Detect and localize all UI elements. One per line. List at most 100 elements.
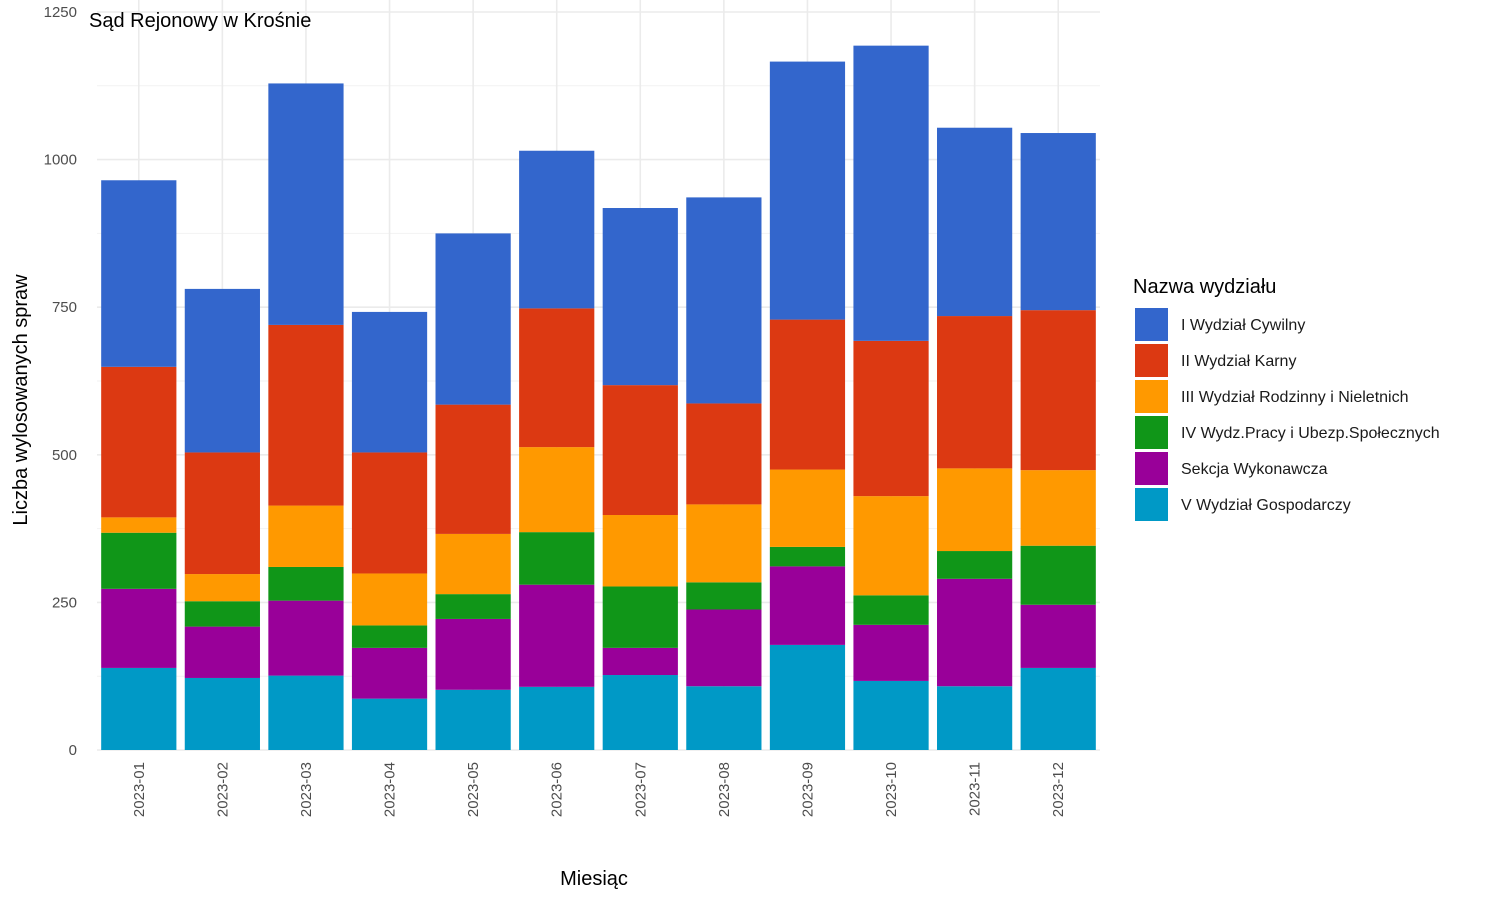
y-tick-label: 0 [69, 742, 77, 759]
bar-segment-2023-07-1 [602, 647, 678, 676]
bar-segment-2023-03-1 [268, 600, 344, 676]
bar-segment-2023-08-4 [686, 403, 762, 505]
legend: Nazwa wydziału I Wydział Cywilny II Wydzi… [1133, 276, 1440, 521]
bar-segment-2023-11-2 [937, 551, 1013, 579]
bar-segment-2023-08-3 [686, 504, 762, 583]
y-axis: 0 250 500 750 1000 1250 [44, 4, 77, 759]
x-tick-label: 2023-07 [632, 762, 649, 817]
bar-segment-2023-12-2 [1020, 545, 1096, 605]
bar-segment-2023-12-1 [1020, 604, 1096, 668]
bar-segment-2023-05-3 [435, 533, 511, 595]
legend-label: II Wydział Karny [1181, 353, 1296, 370]
x-tick-label: 2023-08 [716, 762, 733, 817]
bar-segment-2023-04-0 [351, 698, 428, 750]
legend-label: IV Wydz.Pracy i Ubezp.Społecznych [1181, 425, 1440, 442]
bar-segment-2023-07-4 [602, 385, 678, 516]
bar-segment-2023-06-0 [519, 686, 595, 750]
x-tick-label: 2023-01 [131, 762, 148, 817]
legend-label: I Wydział Cywilny [1181, 317, 1305, 334]
bar-segment-2023-01-2 [101, 532, 177, 589]
bar-segment-2023-08-2 [686, 582, 762, 610]
y-tick-label: 1250 [44, 4, 77, 21]
bar-segment-2023-01-0 [101, 667, 177, 750]
bar-segment-2023-05-5 [435, 233, 511, 405]
bar-segment-2023-06-4 [519, 308, 595, 448]
bar-segment-2023-03-0 [268, 675, 344, 750]
y-tick-label: 1000 [44, 152, 77, 169]
bar-segment-2023-09-1 [769, 566, 846, 645]
bar-segment-2023-05-0 [435, 689, 511, 750]
bar-segment-2023-09-3 [769, 469, 846, 547]
bar-segment-2023-10-0 [853, 680, 929, 750]
legend-label: Sekcja Wykonawcza [1181, 461, 1328, 478]
legend-key [1135, 380, 1168, 413]
bar-segment-2023-02-3 [184, 574, 260, 602]
bar-segment-2023-11-5 [937, 127, 1013, 317]
bar-segment-2023-01-3 [101, 517, 177, 533]
legend-key [1135, 344, 1168, 377]
bar-segment-2023-02-2 [184, 601, 260, 627]
bar-segment-2023-05-4 [435, 404, 511, 534]
bar-segment-2023-01-4 [101, 366, 177, 518]
bar-segment-2023-02-5 [184, 288, 260, 453]
bar-segment-2023-01-1 [101, 588, 177, 668]
bar-segment-2023-06-1 [519, 584, 595, 687]
x-tick-label: 2023-09 [799, 762, 816, 817]
bar-segment-2023-07-0 [602, 675, 678, 750]
y-tick-label: 250 [52, 594, 77, 611]
x-tick-label: 2023-02 [214, 762, 231, 817]
bar-segment-2023-04-3 [351, 573, 428, 626]
bar-segment-2023-03-4 [268, 324, 344, 506]
x-tick-label: 2023-06 [549, 762, 566, 817]
bar-segment-2023-08-5 [686, 197, 762, 404]
legend-key [1135, 452, 1168, 485]
x-axis: 2023-01 2023-02 2023-03 2023-04 2023-05 2023-… [131, 762, 1067, 817]
bar-segment-2023-03-5 [268, 83, 344, 325]
bar-segment-2023-04-5 [351, 311, 428, 453]
bar-segment-2023-02-4 [184, 452, 260, 575]
bar-segment-2023-04-2 [351, 625, 428, 648]
x-tick-label: 2023-11 [967, 762, 984, 816]
bar-segment-2023-08-0 [686, 686, 762, 750]
bar-segment-2023-12-3 [1020, 470, 1096, 546]
bar-segment-2023-03-3 [268, 505, 344, 567]
bar-segment-2023-10-4 [853, 340, 929, 497]
bar-segment-2023-02-1 [184, 626, 260, 678]
bar-segment-2023-12-4 [1020, 310, 1096, 471]
bar-segment-2023-09-2 [769, 546, 846, 567]
bar-segment-2023-08-1 [686, 609, 762, 687]
bar-segment-2023-11-4 [937, 316, 1013, 469]
bar-segment-2023-07-3 [602, 515, 678, 587]
chart-title: Sąd Rejonowy w Krośnie [89, 10, 311, 32]
bar-segment-2023-01-5 [101, 180, 177, 367]
bar-segment-2023-02-0 [184, 677, 260, 750]
bar-segment-2023-04-1 [351, 647, 428, 699]
bar-segment-2023-09-0 [769, 644, 846, 750]
bar-segment-2023-04-4 [351, 452, 428, 574]
bar-segment-2023-03-2 [268, 566, 344, 601]
bar-segment-2023-11-1 [937, 578, 1013, 687]
bar-segment-2023-11-0 [937, 686, 1013, 750]
bar-segment-2023-12-0 [1020, 667, 1096, 750]
bar-segment-2023-10-5 [853, 45, 929, 341]
bar-segment-2023-10-2 [853, 595, 929, 625]
bar-segment-2023-07-2 [602, 586, 678, 648]
bar-segment-2023-09-5 [769, 61, 846, 320]
x-tick-label: 2023-12 [1050, 762, 1067, 817]
x-tick-label: 2023-04 [382, 762, 399, 817]
bar-segment-2023-06-2 [519, 532, 595, 585]
legend-key [1135, 308, 1168, 341]
bars-layer [101, 45, 1096, 750]
y-tick-label: 500 [52, 447, 77, 464]
x-axis-title: Miesiąc [560, 868, 628, 890]
bar-segment-2023-05-2 [435, 594, 511, 619]
bar-segment-2023-06-3 [519, 447, 595, 533]
bar-segment-2023-11-3 [937, 468, 1013, 552]
bar-segment-2023-07-5 [602, 208, 678, 386]
bar-segment-2023-12-5 [1020, 133, 1096, 311]
legend-key [1135, 488, 1168, 521]
bar-segment-2023-09-4 [769, 319, 846, 470]
legend-items: I Wydział Cywilny II Wydział Karny III Wyd… [1135, 308, 1440, 521]
y-tick-label: 750 [52, 299, 77, 316]
